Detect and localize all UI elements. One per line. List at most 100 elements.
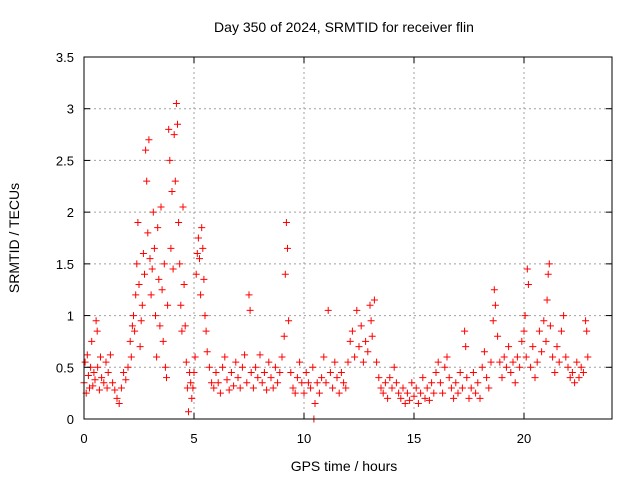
- data-point: [584, 353, 592, 361]
- data-point: [171, 177, 179, 185]
- data-point: [252, 363, 260, 371]
- data-point: [188, 394, 196, 402]
- data-point: [243, 379, 251, 387]
- data-point: [191, 353, 199, 361]
- data-point: [480, 348, 488, 356]
- data-point: [518, 337, 526, 345]
- data-point: [199, 244, 207, 252]
- y-axis-label: SRMTID / TECUs: [6, 183, 22, 293]
- data-point: [494, 332, 502, 340]
- data-point: [258, 379, 266, 387]
- data-point: [139, 250, 147, 258]
- data-point: [364, 348, 372, 356]
- data-point: [104, 368, 112, 376]
- data-point: [131, 327, 139, 335]
- data-point: [150, 244, 158, 252]
- data-point: [379, 389, 387, 397]
- data-point: [238, 363, 246, 371]
- data-point: [571, 379, 579, 387]
- data-point: [178, 327, 186, 335]
- data-point: [278, 353, 286, 361]
- data-point: [441, 363, 449, 371]
- data-point: [91, 376, 99, 384]
- data-point: [247, 368, 255, 376]
- data-point: [269, 384, 277, 392]
- data-point: [545, 260, 553, 268]
- data-point: [157, 203, 165, 211]
- x-tick-label: 10: [297, 431, 311, 446]
- data-point: [280, 332, 288, 340]
- data-point: [395, 389, 403, 397]
- data-point: [170, 131, 178, 139]
- data-point: [193, 250, 201, 258]
- data-point: [128, 322, 136, 330]
- data-point: [241, 351, 249, 359]
- data-point: [214, 379, 222, 387]
- data-point: [555, 358, 563, 366]
- data-point: [410, 392, 418, 400]
- data-point: [491, 301, 499, 309]
- data-point: [92, 317, 100, 325]
- data-point: [313, 379, 321, 387]
- data-point: [403, 389, 411, 397]
- data-point: [557, 327, 565, 335]
- data-point: [223, 376, 231, 384]
- data-point: [246, 306, 254, 314]
- data-point: [582, 317, 590, 325]
- data-point: [362, 337, 370, 345]
- data-point: [461, 327, 469, 335]
- data-point: [564, 363, 572, 371]
- data-point: [146, 255, 154, 263]
- data-point: [430, 389, 438, 397]
- data-point: [458, 384, 466, 392]
- data-point: [390, 363, 398, 371]
- data-point: [445, 374, 453, 382]
- data-point: [527, 363, 535, 371]
- data-point: [329, 384, 337, 392]
- data-point: [388, 384, 396, 392]
- data-point: [367, 317, 375, 325]
- data-point: [185, 408, 192, 416]
- data-point: [443, 353, 451, 361]
- data-point: [90, 368, 98, 376]
- data-point: [583, 327, 591, 335]
- data-point: [485, 384, 493, 392]
- data-point: [500, 353, 508, 361]
- data-point: [267, 374, 275, 382]
- data-point: [200, 275, 208, 283]
- data-point: [100, 379, 108, 387]
- data-point: [423, 384, 431, 392]
- x-tick-label: 5: [190, 431, 197, 446]
- data-point: [106, 351, 114, 359]
- data-point: [88, 337, 96, 345]
- data-point: [300, 389, 308, 397]
- data-point: [221, 353, 229, 361]
- data-point: [210, 384, 218, 392]
- data-point: [524, 281, 532, 289]
- data-point: [236, 384, 244, 392]
- x-axis-label: GPS time / hours: [291, 458, 398, 474]
- data-point: [340, 379, 348, 387]
- data-point: [509, 358, 517, 366]
- data-point: [160, 260, 168, 268]
- data-point: [149, 208, 157, 216]
- data-point: [579, 368, 587, 376]
- data-point: [467, 384, 475, 392]
- data-point: [147, 291, 155, 299]
- data-point: [127, 353, 135, 361]
- data-point: [421, 394, 429, 402]
- data-point: [163, 374, 170, 382]
- data-point: [134, 218, 142, 226]
- data-point: [256, 351, 264, 359]
- data-point: [135, 281, 143, 289]
- data-point: [212, 368, 220, 376]
- data-point: [180, 281, 188, 289]
- data-point: [190, 368, 198, 376]
- data-point: [274, 379, 282, 387]
- data-point: [293, 374, 301, 382]
- data-point: [282, 218, 290, 226]
- data-point: [176, 260, 184, 268]
- data-point: [159, 337, 167, 345]
- data-point: [302, 368, 310, 376]
